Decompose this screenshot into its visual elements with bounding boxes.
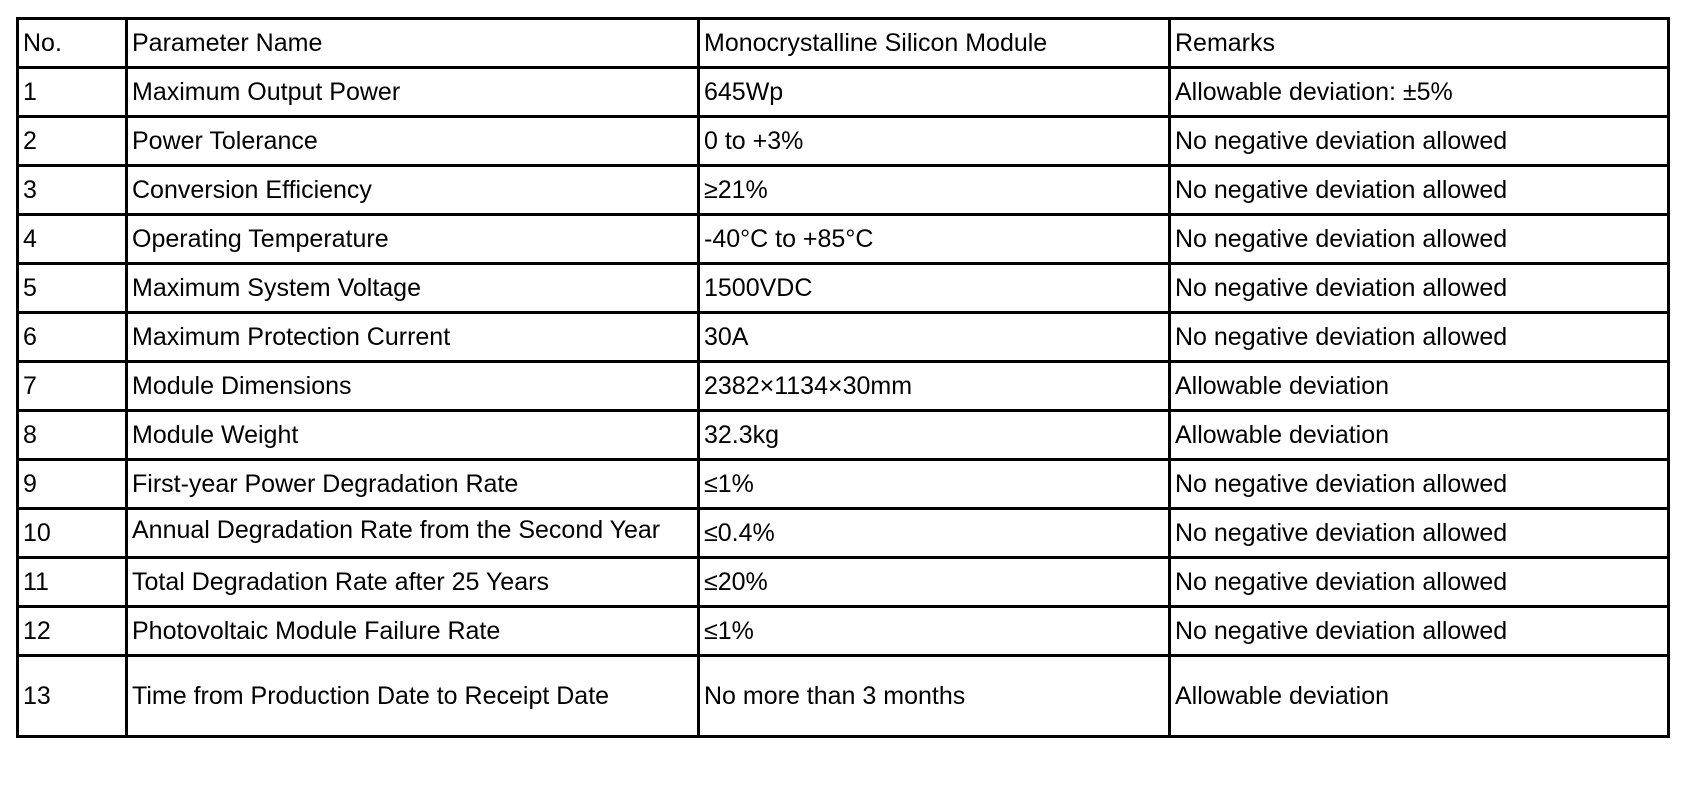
cell: 5 [16, 262, 128, 314]
table-row: 10 Annual Degradation Rate from the Secon… [16, 507, 1670, 559]
cell: 11 [16, 556, 128, 608]
cell: Allowable deviation [1168, 654, 1670, 738]
cell: No negative deviation allowed [1168, 311, 1670, 363]
cell: No negative deviation allowed [1168, 164, 1670, 216]
cell: 10 [16, 507, 128, 559]
cell: Module Dimensions [125, 360, 700, 412]
table-row: 8 Module Weight 32.3kg Allowable deviation [16, 409, 1670, 461]
header-cell: Parameter Name [125, 17, 700, 69]
cell: -40°C to +85°C [697, 213, 1171, 265]
cell: No negative deviation allowed [1168, 507, 1670, 559]
cell: 7 [16, 360, 128, 412]
cell: Allowable deviation: ±5% [1168, 66, 1670, 118]
cell: First-year Power Degradation Rate [125, 458, 700, 510]
cell: ≤0.4% [697, 507, 1171, 559]
cell: Power Tolerance [125, 115, 700, 167]
header-cell: Monocrystalline Silicon Module [697, 17, 1171, 69]
spec-table: No. Parameter Name Monocrystalline Silicon… [16, 17, 1670, 738]
cell: Conversion Efficiency [125, 164, 700, 216]
cell-text: Annual Degradation Rate from the Second … [132, 516, 661, 544]
cell: ≤1% [697, 458, 1171, 510]
table-row: 1 Maximum Output Power 645Wp Allowable devi… [16, 66, 1670, 118]
cell: 645Wp [697, 66, 1171, 118]
cell: No negative deviation allowed [1168, 262, 1670, 314]
cell: 1500VDC [697, 262, 1171, 314]
cell: 6 [16, 311, 128, 363]
cell: 12 [16, 605, 128, 657]
cell: Module Weight [125, 409, 700, 461]
cell: Time from Production Date to Receipt Dat… [125, 654, 700, 738]
table-row: 3 Conversion Efficiency ≥21% No negative de… [16, 164, 1670, 216]
cell: ≤1% [697, 605, 1171, 657]
cell: 3 [16, 164, 128, 216]
table-row: 7 Module Dimensions 2382×1134×30mm Allowabl… [16, 360, 1670, 412]
cell: Allowable deviation [1168, 360, 1670, 412]
cell: 8 [16, 409, 128, 461]
cell: Maximum Protection Current [125, 311, 700, 363]
cell: 32.3kg [697, 409, 1171, 461]
header-cell: Remarks [1168, 17, 1670, 69]
table-row: 9 First-year Power Degradation Rate ≤1% No … [16, 458, 1670, 510]
table-row: 13 Time from Production Date to Receipt D… [16, 654, 1670, 738]
cell: Allowable deviation [1168, 409, 1670, 461]
table-row: 4 Operating Temperature -40°C to +85°C No n… [16, 213, 1670, 265]
cell: ≥21% [697, 164, 1171, 216]
table-row: 11 Total Degradation Rate after 25 Years ≤… [16, 556, 1670, 608]
cell: Photovoltaic Module Failure Rate [125, 605, 700, 657]
cell: 2382×1134×30mm [697, 360, 1171, 412]
cell: Operating Temperature [125, 213, 700, 265]
table-row: 5 Maximum System Voltage 1500VDC No negativ… [16, 262, 1670, 314]
cell: 30A [697, 311, 1171, 363]
cell: No negative deviation allowed [1168, 115, 1670, 167]
cell: Total Degradation Rate after 25 Years [125, 556, 700, 608]
cell: 2 [16, 115, 128, 167]
cell: 9 [16, 458, 128, 510]
cell: No negative deviation allowed [1168, 458, 1670, 510]
header-row: No. Parameter Name Monocrystalline Silicon… [16, 17, 1670, 69]
header-cell: No. [16, 17, 128, 69]
cell: ≤20% [697, 556, 1171, 608]
cell: No more than 3 months [697, 654, 1171, 738]
cell: 0 to +3% [697, 115, 1171, 167]
cell: Maximum System Voltage [125, 262, 700, 314]
table-row: 2 Power Tolerance 0 to +3% No negative devi… [16, 115, 1670, 167]
cell: No negative deviation allowed [1168, 213, 1670, 265]
table-row: 12 Photovoltaic Module Failure Rate ≤1% No … [16, 605, 1670, 657]
cell: 1 [16, 66, 128, 118]
cell: No negative deviation allowed [1168, 556, 1670, 608]
cell: 4 [16, 213, 128, 265]
table-row: 6 Maximum Protection Current 30A No negativ… [16, 311, 1670, 363]
cell: Maximum Output Power [125, 66, 700, 118]
cell: 13 [16, 654, 128, 738]
cell: No negative deviation allowed [1168, 605, 1670, 657]
cell: Annual Degradation Rate from the Second … [125, 507, 700, 559]
